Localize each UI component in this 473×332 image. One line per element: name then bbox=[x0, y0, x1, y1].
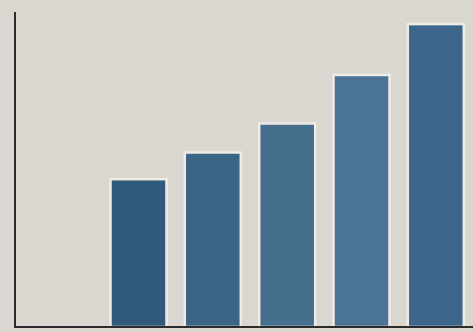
bar-3 bbox=[183, 151, 243, 329]
bar-4 bbox=[257, 122, 317, 329]
bar-6 bbox=[406, 22, 466, 329]
bars-group bbox=[109, 22, 466, 329]
bar-2 bbox=[109, 177, 168, 329]
bar-5 bbox=[332, 73, 391, 329]
